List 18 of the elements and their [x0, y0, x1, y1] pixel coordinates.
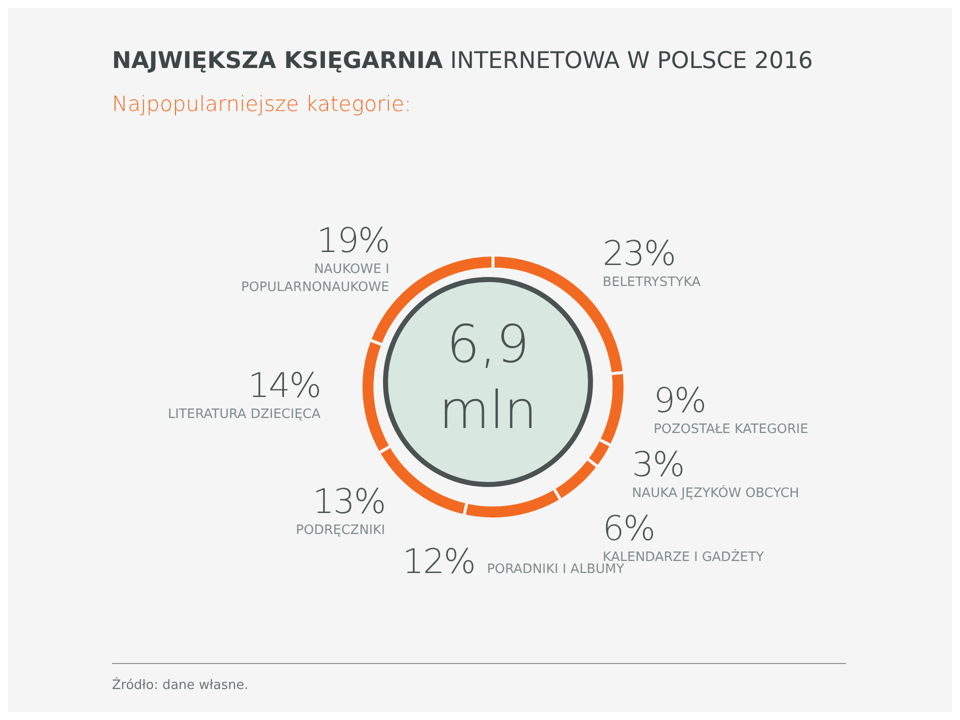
slice-label: POZOSTAŁE KATEGORIE [654, 420, 808, 439]
data-label: 3% [632, 444, 685, 485]
text: 6,9 mln [438, 314, 538, 443]
slice-label: BELETRYSTYKA [602, 274, 701, 292]
slice-label: NAUKOWE I POPULARNONAUKOWE [240, 261, 390, 298]
slice-label: LITERATURA DZIECIĘCA [166, 406, 321, 424]
data-label: 12% [402, 542, 475, 582]
data-label: 13% [312, 482, 386, 522]
chart-title: NAJWIĘKSZA KSIĘGARNIA INTERNETOWA W POLSCE 2016 [112, 48, 813, 74]
slice-label: PODRĘCZNIKI [294, 522, 386, 540]
data-label: 6% [602, 508, 656, 549]
data-label: 23% [602, 234, 676, 274]
data-label: 9% [654, 380, 707, 421]
chart-subtitle: Najpopularniejsze kategorie: [112, 92, 412, 116]
data-label: 19% [316, 221, 390, 262]
data-label: 14% [246, 366, 321, 406]
slice-label: NAUKA JĘZYKÓW OBCYCH [632, 484, 800, 503]
text: Źródło: dane własne. [112, 678, 248, 693]
